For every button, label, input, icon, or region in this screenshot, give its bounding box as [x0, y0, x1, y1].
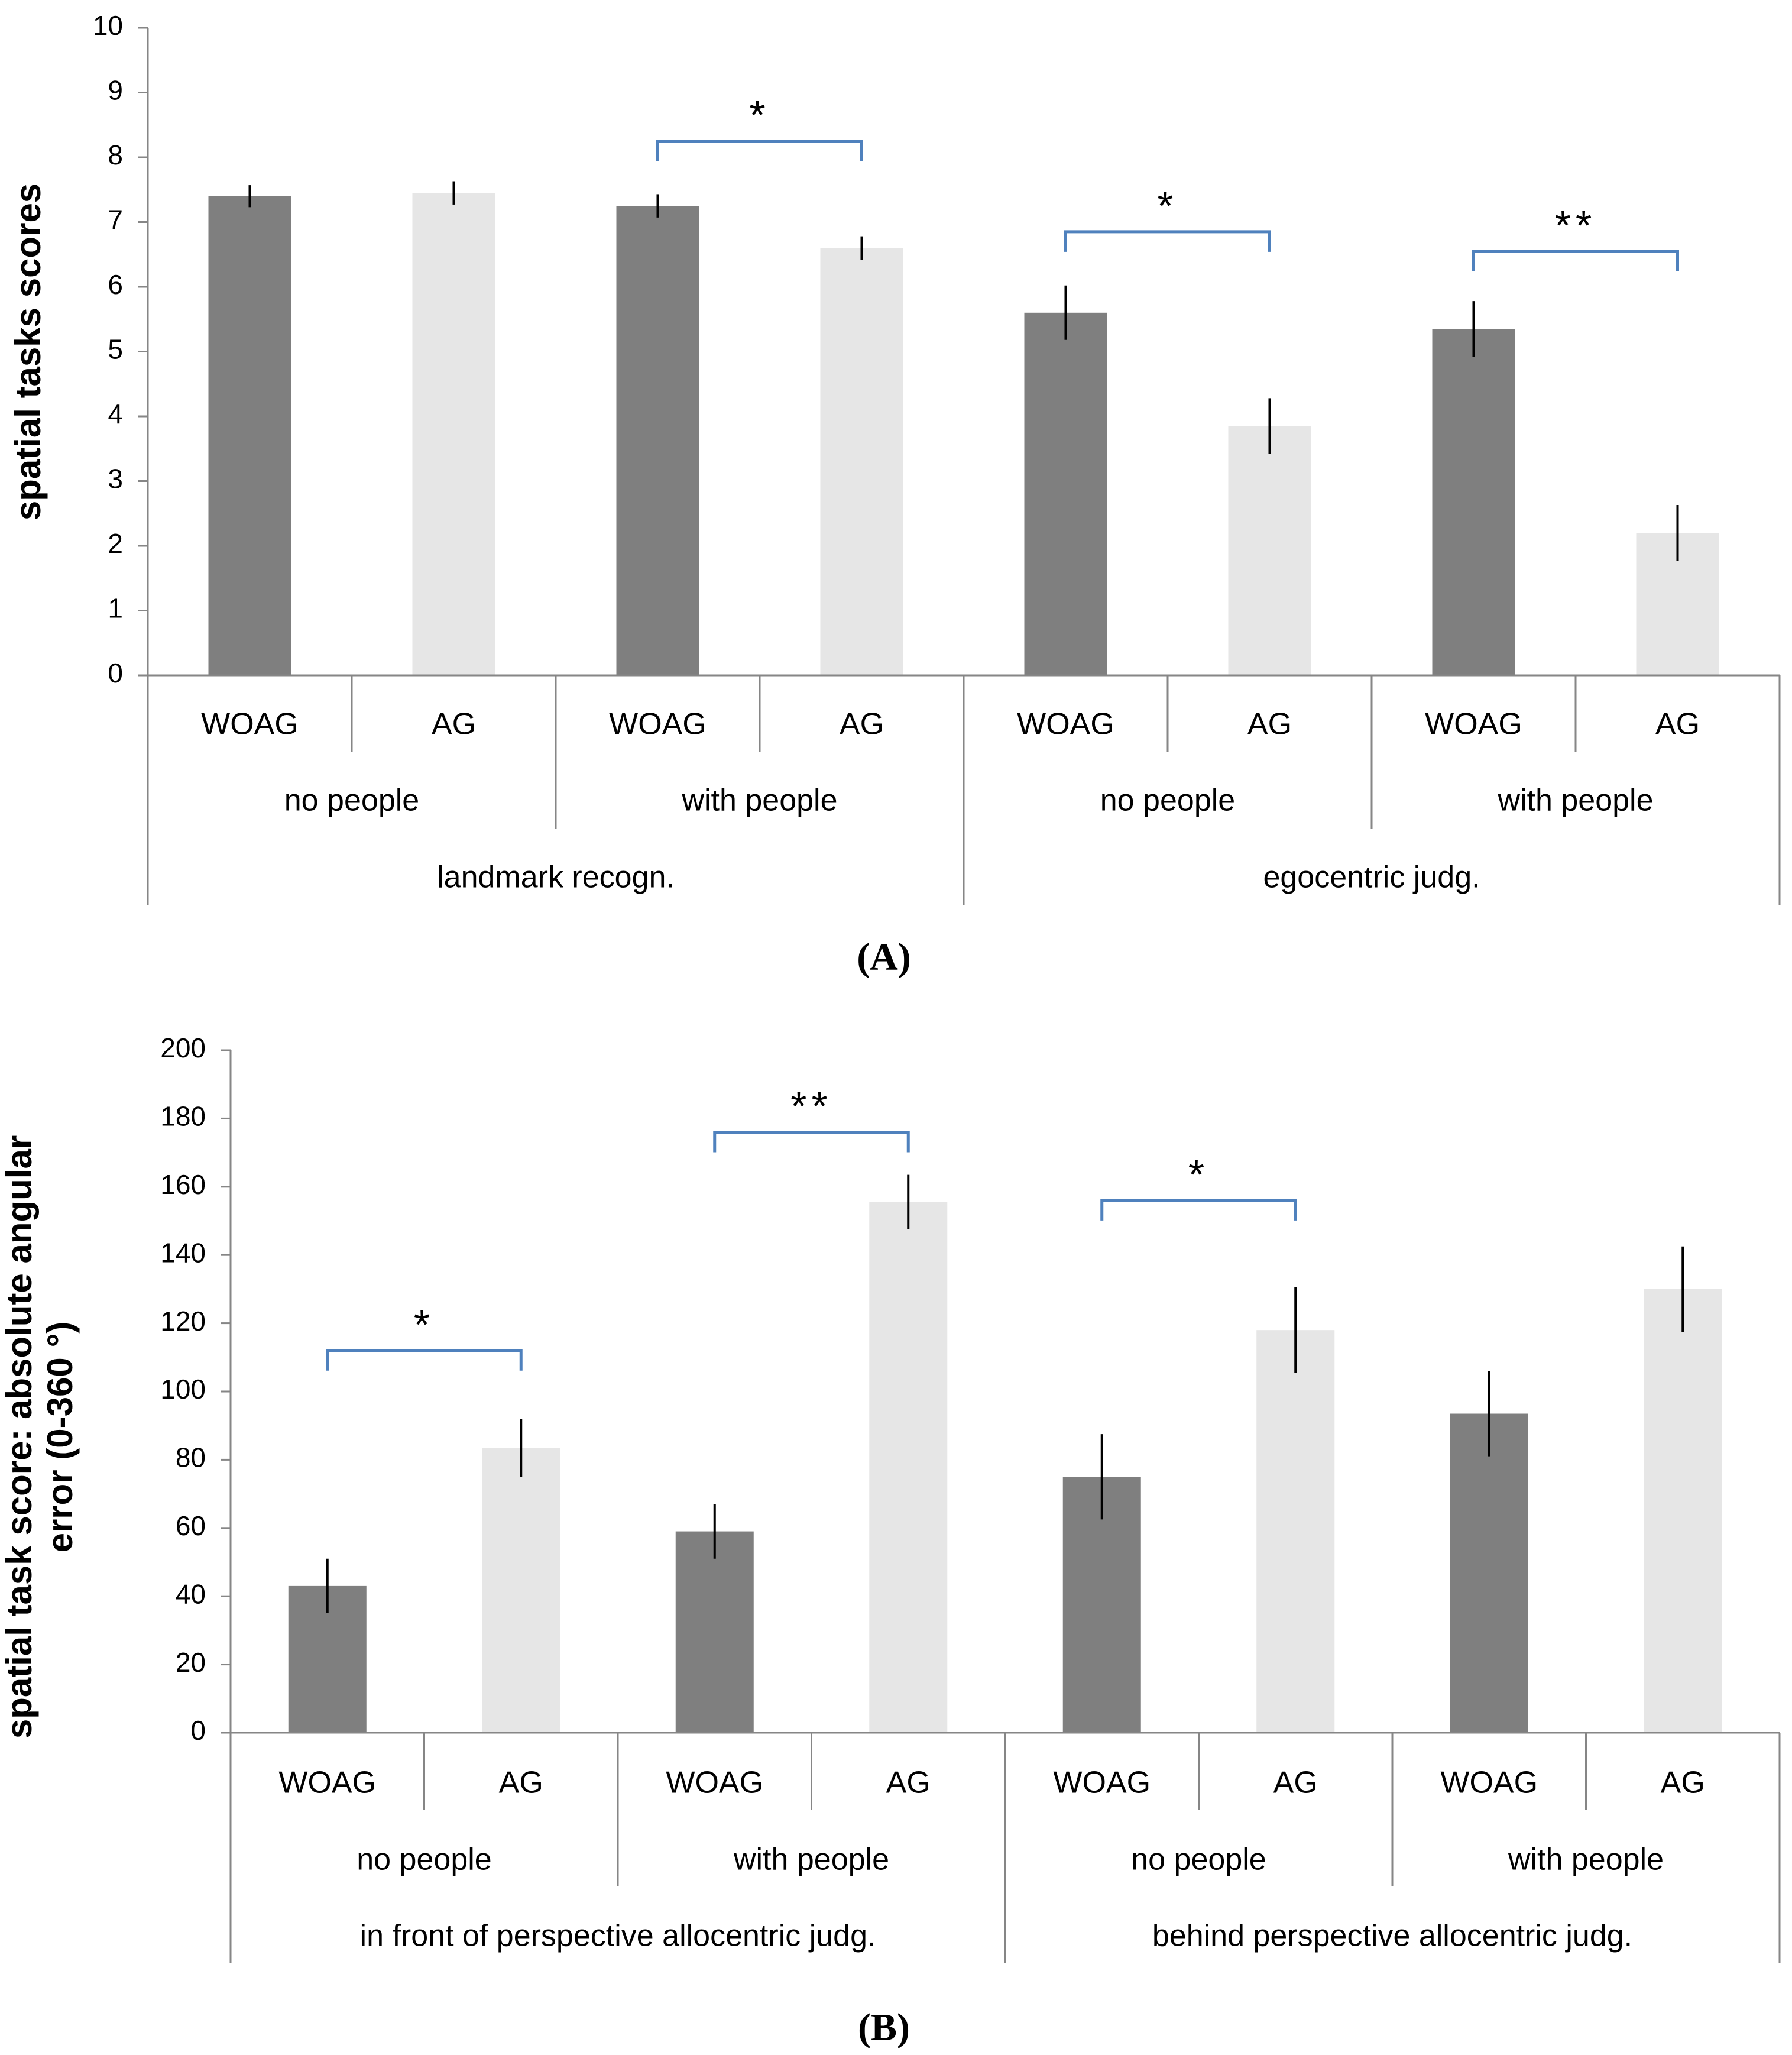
bar-ag	[1644, 1289, 1722, 1733]
y-axis-label: spatial tasks scores	[8, 183, 48, 520]
bar-ag	[412, 193, 495, 676]
bar-woag	[616, 206, 699, 675]
x-tick-label-condition: no people	[357, 1843, 491, 1877]
panel-b-chart: spatial task score: absolute angularerro…	[0, 1033, 1781, 2049]
x-tick-label-group: WOAG	[1425, 707, 1522, 742]
x-tick-label-condition: with people	[733, 1843, 889, 1877]
y-axis-label-line: error (0-360 °)	[40, 1322, 80, 1553]
y-tick-label: 8	[108, 140, 123, 170]
x-tick-label-task: in front of perspective allocentric judg…	[360, 1919, 876, 1953]
y-tick-label: 7	[108, 205, 123, 235]
bar-woag	[675, 1531, 754, 1733]
panel-a-chart: spatial tasks scores 0 1 2 3 4 5 6 7 8 9 10 WOAG AG WO…	[8, 10, 1781, 979]
x-tick-label-group: WOAG	[1053, 1766, 1151, 1800]
y-tick-label: 180	[160, 1101, 206, 1132]
bar-woag	[208, 196, 291, 675]
x-tick-label-group: AG	[886, 1766, 931, 1800]
significance-bracket	[1064, 230, 1271, 252]
significance-label: **	[790, 1083, 832, 1129]
significance-label: *	[414, 1302, 435, 1348]
x-tick-label-condition: no people	[1131, 1843, 1266, 1877]
x-tick-label-task: landmark recogn.	[437, 860, 675, 895]
x-tick-label-group: AG	[1273, 1766, 1318, 1800]
x-tick-label-condition: with people	[681, 784, 837, 818]
y-tick-label: 200	[160, 1033, 206, 1063]
x-tick-label-group: WOAG	[278, 1766, 376, 1800]
y-axis-label: spatial task score: absolute angularerro…	[0, 1135, 80, 1739]
y-tick-label: 2	[108, 528, 123, 559]
x-tick-label-task: behind perspective allocentric judg.	[1152, 1919, 1632, 1953]
panel-label: (A)	[857, 936, 911, 979]
x-tick-label-group: WOAG	[201, 707, 299, 742]
x-tick-label-condition: no people	[1100, 784, 1235, 818]
significance-bracket	[713, 1130, 910, 1153]
x-tick-label-condition: with people	[1497, 784, 1653, 818]
y-tick-label: 3	[108, 464, 123, 494]
y-tick-label: 4	[108, 399, 123, 429]
y-tick-label: 1	[108, 593, 123, 624]
bar-woag	[1450, 1413, 1528, 1733]
x-tick-label-group: AG	[1655, 707, 1700, 742]
y-axis-label-line: spatial task score: absolute angular	[0, 1135, 39, 1739]
bar-ag	[820, 248, 903, 675]
x-tick-label-group: WOAG	[666, 1766, 763, 1800]
x-tick-label-group: AG	[1247, 707, 1292, 742]
y-tick-label: 10	[93, 10, 123, 41]
x-tick-label-group: AG	[1661, 1766, 1705, 1800]
bar-ag	[482, 1448, 560, 1733]
y-tick-label: 80	[176, 1442, 206, 1473]
significance-label: *	[1188, 1151, 1209, 1198]
bar-woag	[1024, 312, 1107, 675]
y-tick-label: 0	[108, 658, 123, 688]
y-tick-label: 160	[160, 1169, 206, 1200]
x-tick-label-group: AG	[499, 1766, 543, 1800]
significance-label: *	[749, 92, 770, 138]
x-tick-label-group: AG	[432, 707, 476, 742]
y-tick-label: 5	[108, 334, 123, 365]
significance-bracket	[1100, 1199, 1297, 1221]
significance-label: *	[1157, 183, 1178, 229]
significance-bracket	[326, 1349, 523, 1371]
panel-label: (B)	[858, 2006, 910, 2049]
y-tick-label: 100	[160, 1374, 206, 1404]
x-tick-label-group: WOAG	[1440, 1766, 1538, 1800]
significance-bracket	[1472, 250, 1679, 271]
y-tick-label: 120	[160, 1306, 206, 1336]
x-tick-label-group: AG	[840, 707, 884, 742]
x-tick-label-task: egocentric judg.	[1263, 860, 1480, 895]
y-tick-label: 40	[176, 1578, 206, 1609]
y-tick-label: 0	[190, 1715, 206, 1746]
y-tick-label: 20	[176, 1647, 206, 1678]
x-tick-label-condition: with people	[1508, 1843, 1664, 1877]
significance-label: **	[1555, 202, 1596, 248]
y-tick-label: 60	[176, 1510, 206, 1541]
bar-ag	[869, 1202, 948, 1733]
y-tick-label: 6	[108, 269, 123, 300]
bar-ag	[1228, 426, 1311, 675]
bar-ag	[1256, 1330, 1335, 1733]
y-tick-label: 140	[160, 1237, 206, 1268]
x-tick-label-condition: no people	[284, 784, 419, 818]
significance-bracket	[656, 140, 863, 161]
x-tick-label-group: WOAG	[1017, 707, 1114, 742]
bar-woag	[1432, 329, 1515, 675]
y-tick-label: 9	[108, 75, 123, 106]
x-tick-label-group: WOAG	[609, 707, 707, 742]
